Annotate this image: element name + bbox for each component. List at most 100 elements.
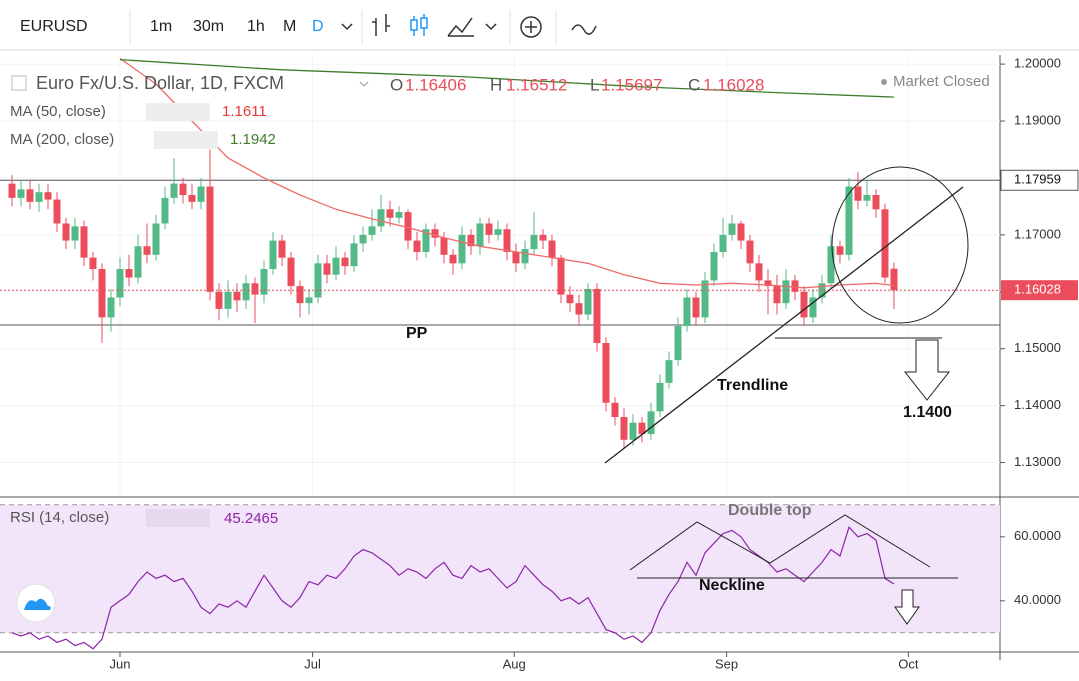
legend-controls[interactable]	[146, 509, 210, 527]
candle-body	[350, 243, 358, 267]
x-tick-label: Aug	[503, 656, 526, 671]
candle-body	[494, 229, 502, 235]
candle-body	[791, 280, 799, 292]
ohlc-label: C	[688, 75, 700, 94]
last-price-label: 1.16028	[1014, 282, 1061, 297]
ohlc-label: H	[490, 75, 502, 94]
candle-body	[863, 195, 871, 201]
legend-value: 1.1611	[222, 103, 267, 120]
market-status: Market Closed	[893, 73, 990, 90]
candle-body	[35, 192, 43, 202]
ohlc-label: L	[590, 75, 599, 94]
candle-body	[98, 269, 106, 318]
interval[interactable]: 1h	[247, 18, 265, 35]
interval[interactable]: 1m	[150, 18, 172, 35]
candle-body	[449, 254, 457, 264]
candle-body	[467, 234, 475, 247]
bars-icon[interactable]	[372, 14, 390, 36]
y-tick-label: 1.19000	[1014, 112, 1061, 127]
trendline	[604, 186, 964, 464]
candle-body	[836, 246, 844, 255]
compare-icon[interactable]	[571, 24, 597, 35]
legend-controls[interactable]	[154, 131, 218, 149]
candle-body	[764, 280, 772, 287]
candle-body	[161, 197, 169, 224]
candle-body	[116, 269, 124, 298]
candle-body	[188, 195, 196, 202]
legend: Euro Fx/U.S. Dollar, 1D, FXCM O 1.16406 …	[10, 73, 990, 527]
candle-body	[179, 183, 187, 196]
candle-body	[278, 240, 286, 258]
rsi-line	[11, 526, 895, 650]
candle-body	[89, 257, 97, 270]
candle-body	[512, 251, 520, 264]
candle-body	[242, 283, 250, 301]
candle-body	[8, 183, 16, 198]
logo	[24, 598, 51, 610]
legend-entry: MA (200, close)	[10, 131, 114, 148]
indicator-icon[interactable]	[520, 16, 542, 38]
last-price-bg	[1001, 280, 1078, 301]
legend-entry: MA (50, close)	[10, 103, 106, 120]
candle-body	[377, 209, 385, 227]
interval[interactable]: M	[283, 18, 296, 35]
ohlc-value: 1.16028	[703, 75, 764, 94]
chart-title: Euro Fx/U.S. Dollar, 1D, FXCM	[36, 73, 284, 93]
down-arrow	[903, 339, 951, 401]
symbol[interactable]: EURUSD	[20, 18, 88, 35]
drawings: PP Trendline 1.1400 Double top Neckline	[16, 166, 969, 625]
layer	[11, 526, 895, 650]
candle-body	[530, 234, 538, 250]
y-tick-label: 60.0000	[1014, 528, 1061, 543]
toolbar: EURUSD 1m 30m 1h M D	[20, 10, 597, 44]
candle-body	[368, 226, 376, 235]
candle-body	[602, 343, 610, 403]
candle-body	[125, 269, 133, 278]
candle-body	[53, 199, 61, 224]
x-tick-label: Sep	[715, 656, 738, 671]
interval[interactable]: 30m	[193, 18, 224, 35]
dropdown-icon[interactable]	[359, 81, 369, 87]
layer	[0, 57, 1000, 449]
candle-body	[890, 268, 898, 291]
candle-body	[629, 422, 637, 440]
level-label: 1.17959	[1014, 172, 1061, 187]
circle-highlight	[831, 166, 969, 324]
candle-body	[584, 288, 592, 315]
candle-body	[557, 257, 565, 295]
candle-body	[359, 234, 367, 244]
candle-body	[224, 291, 232, 309]
candle-body	[701, 280, 709, 318]
dropdown-icon[interactable]	[485, 23, 497, 31]
interval-active[interactable]: D	[312, 18, 324, 35]
annotation: Trendline	[717, 377, 788, 394]
candle-body	[287, 257, 295, 287]
annotation: PP	[406, 325, 428, 342]
candle-body	[323, 263, 331, 275]
candle-body	[206, 186, 214, 292]
dropdown-icon[interactable]	[341, 23, 353, 31]
candle-body	[431, 229, 439, 238]
candle-body	[26, 189, 34, 202]
candle-body	[215, 291, 223, 309]
y-tick-label: 1.17000	[1014, 226, 1061, 241]
candle-body	[827, 246, 835, 284]
candle-body	[665, 360, 673, 383]
candle-body	[80, 226, 88, 258]
candle-body	[539, 234, 547, 241]
candle-body	[17, 189, 25, 198]
legend-entry: RSI (14, close)	[10, 509, 109, 526]
candle-body	[44, 192, 52, 200]
area-icon[interactable]	[447, 17, 474, 37]
legend-controls[interactable]	[146, 103, 210, 121]
candle-body	[638, 422, 646, 435]
candle-body	[260, 269, 268, 295]
candle-body	[521, 249, 529, 264]
x-tick-label: Jun	[110, 656, 131, 671]
candle-body	[269, 240, 277, 270]
candle-body	[737, 223, 745, 241]
double-top-lines	[629, 514, 931, 571]
candle-body	[575, 303, 583, 315]
y-tick-label: 1.14000	[1014, 397, 1061, 412]
collapse-icon[interactable]	[11, 75, 27, 91]
